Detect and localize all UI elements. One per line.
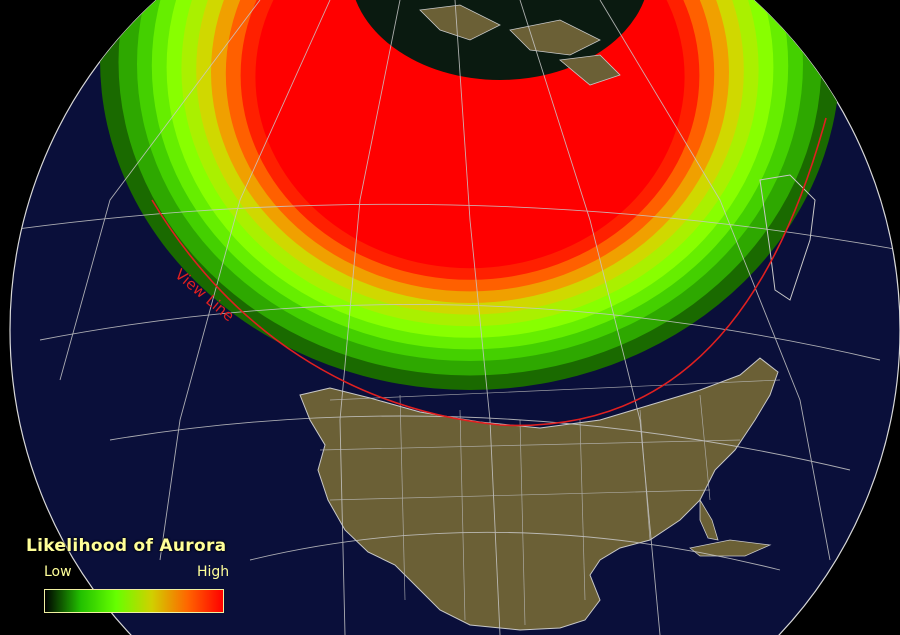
arctic-islands: [419, 4, 621, 86]
legend-high-label: High: [197, 564, 230, 580]
legend: Likelihood of Aurora Low High: [26, 536, 256, 620]
polar-cap: [350, 0, 650, 80]
legend-low-label: Low: [44, 564, 72, 580]
legend-title: Likelihood of Aurora: [26, 536, 227, 556]
north-america-land: [299, 357, 779, 631]
political-borders: [319, 379, 781, 626]
florida-peninsula: [699, 498, 719, 541]
graticule: [10, 0, 900, 635]
cuba-island: [689, 539, 772, 557]
view-line: [151, 117, 827, 427]
legend-color-bar: [44, 589, 224, 613]
aurora-oval: [100, 0, 840, 390]
greenland-coast: [759, 174, 816, 301]
